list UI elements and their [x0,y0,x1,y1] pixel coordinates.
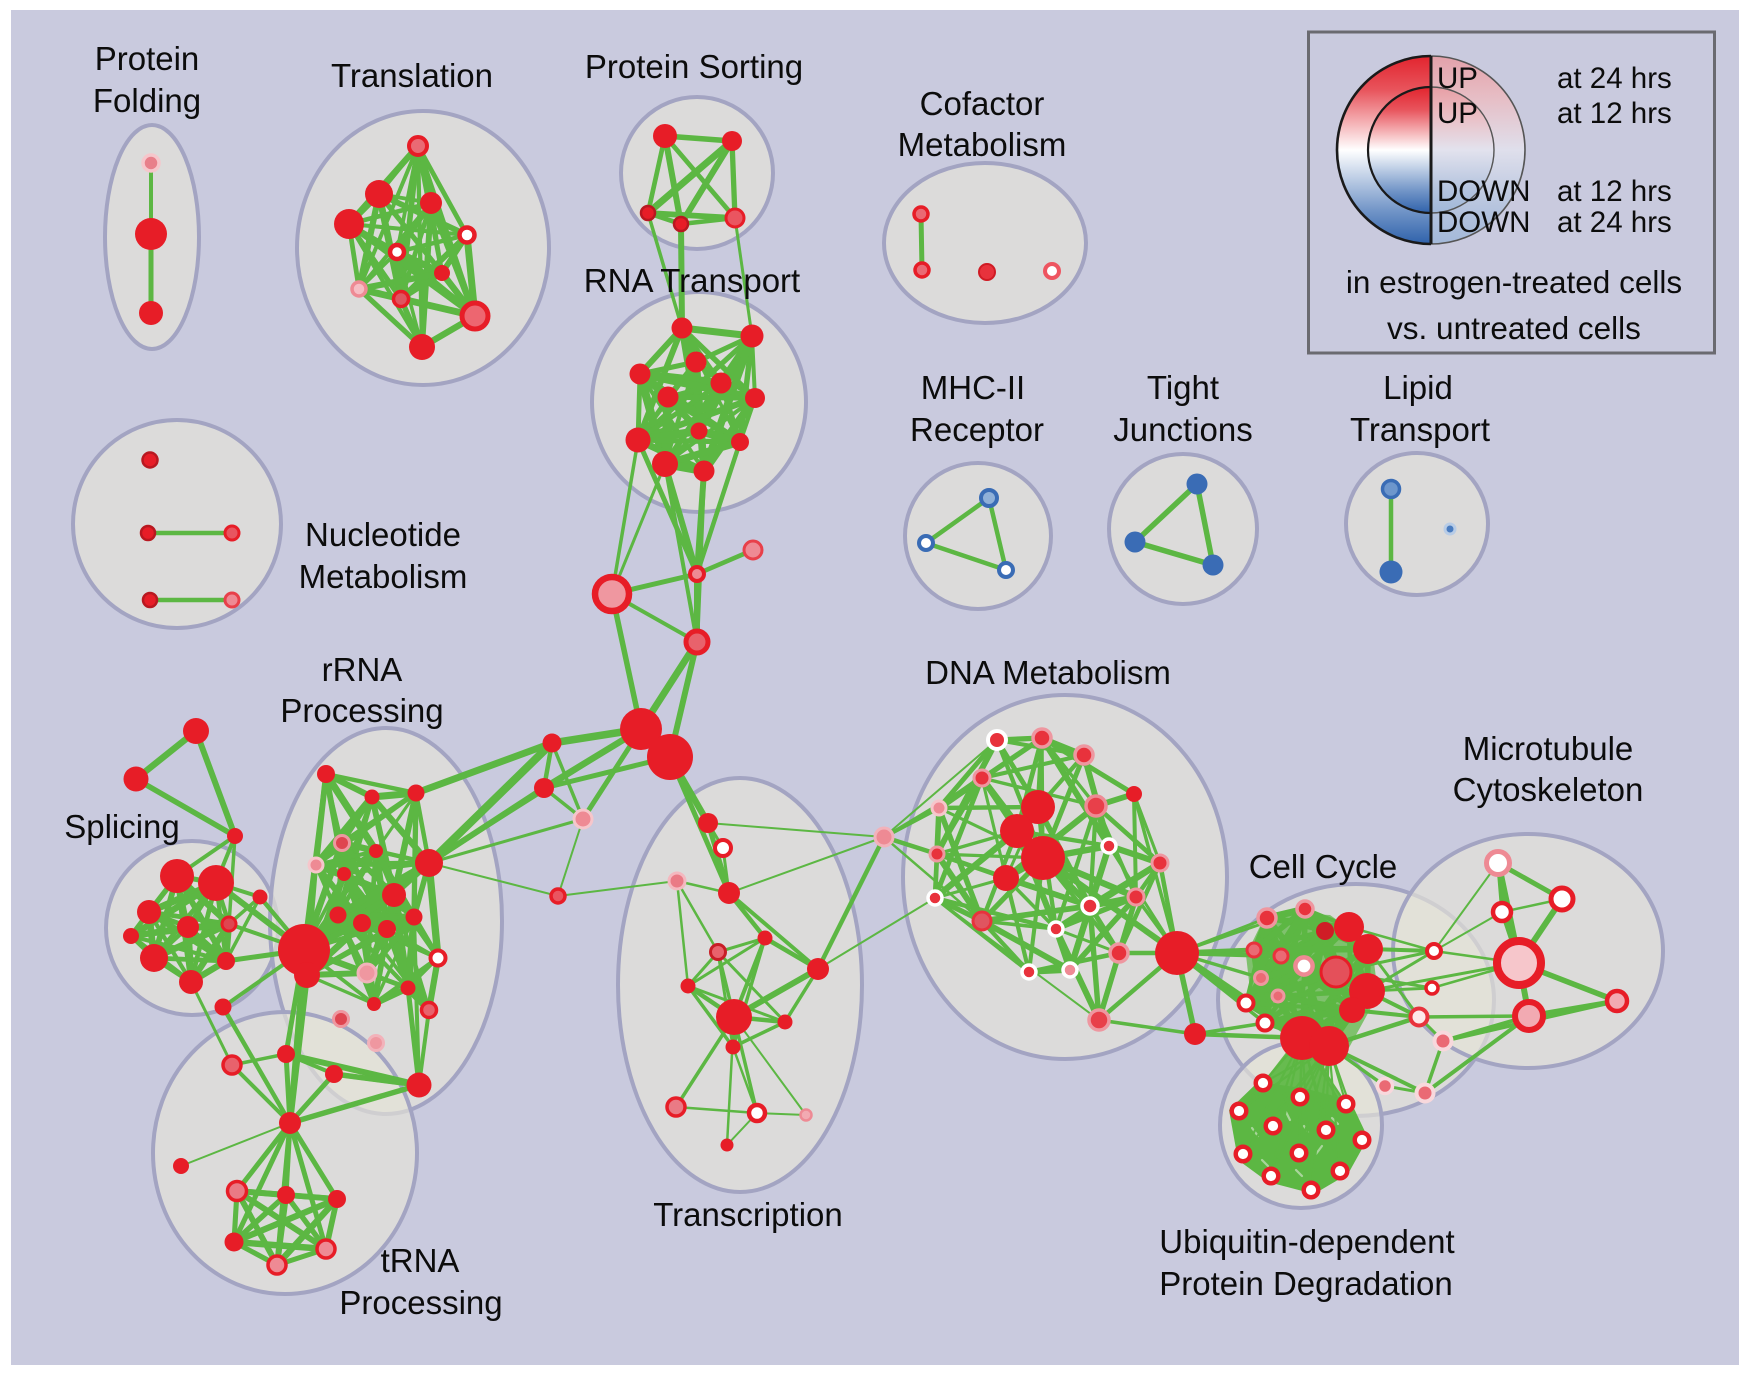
svg-text:Translation: Translation [331,57,493,94]
svg-text:DOWN: DOWN [1437,175,1530,208]
svg-text:DOWN: DOWN [1437,206,1530,239]
svg-text:Transport: Transport [1350,411,1490,448]
svg-text:UP: UP [1437,62,1478,95]
svg-text:Processing: Processing [339,1284,502,1321]
svg-text:at 24 hrs: at 24 hrs [1557,206,1672,239]
svg-text:Cytoskeleton: Cytoskeleton [1453,771,1644,808]
svg-text:Protein: Protein [95,40,200,77]
svg-text:at 12 hrs: at 12 hrs [1557,175,1672,208]
svg-text:Processing: Processing [280,692,443,729]
svg-text:Nucleotide: Nucleotide [305,516,461,553]
svg-text:Folding: Folding [93,82,201,119]
svg-text:Transcription: Transcription [653,1196,843,1233]
svg-text:Microtubule: Microtubule [1463,730,1634,767]
svg-text:Protein Degradation: Protein Degradation [1159,1265,1453,1302]
svg-text:tRNA: tRNA [381,1242,460,1279]
svg-text:Lipid: Lipid [1383,369,1453,406]
svg-text:Metabolism: Metabolism [299,558,468,595]
svg-text:MHC-II: MHC-II [921,369,1025,406]
svg-text:rRNA: rRNA [322,651,403,688]
svg-text:Protein Sorting: Protein Sorting [585,48,803,85]
svg-text:Splicing: Splicing [64,808,180,845]
svg-text:in estrogen-treated cells: in estrogen-treated cells [1346,264,1682,300]
svg-text:at 12 hrs: at 12 hrs [1557,97,1672,130]
svg-text:Metabolism: Metabolism [898,126,1067,163]
svg-text:Tight: Tight [1147,369,1219,406]
svg-text:vs. untreated cells: vs. untreated cells [1387,310,1641,346]
svg-text:Ubiquitin-dependent: Ubiquitin-dependent [1159,1223,1454,1260]
svg-text:DNA Metabolism: DNA Metabolism [925,654,1171,691]
svg-text:Junctions: Junctions [1113,411,1252,448]
svg-text:at 24 hrs: at 24 hrs [1557,62,1672,95]
svg-text:Cell Cycle: Cell Cycle [1249,848,1398,885]
svg-text:RNA Transport: RNA Transport [584,262,800,299]
svg-text:Receptor: Receptor [910,411,1044,448]
svg-text:UP: UP [1437,97,1478,130]
svg-text:Cofactor: Cofactor [920,85,1045,122]
